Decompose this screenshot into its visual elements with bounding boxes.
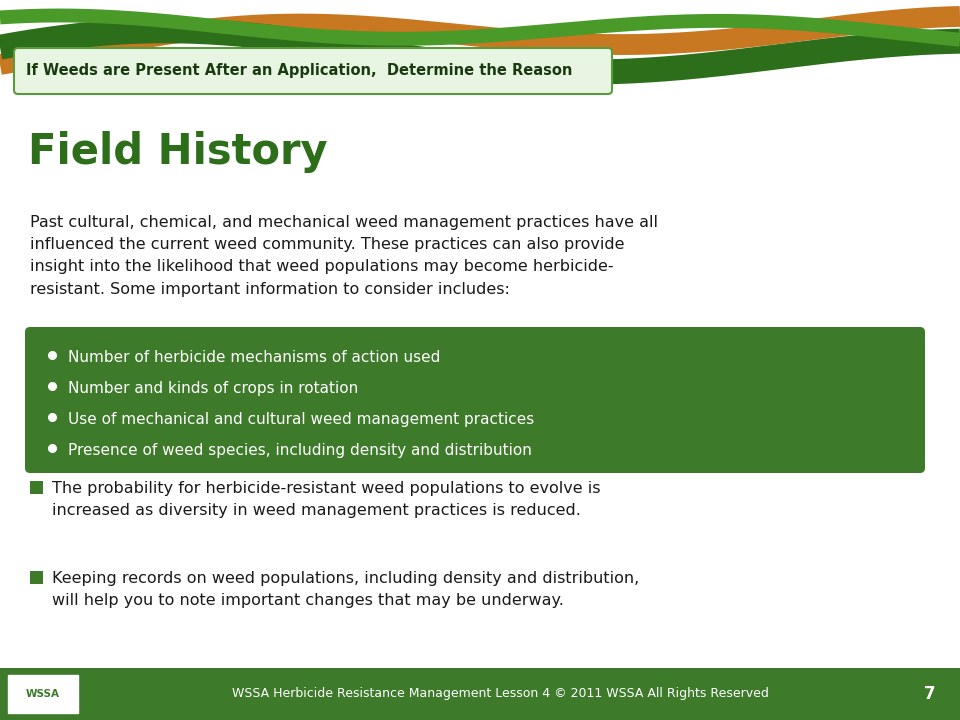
Text: 7: 7 — [924, 685, 936, 703]
Text: Field History: Field History — [28, 131, 327, 173]
Text: Number of herbicide mechanisms of action used: Number of herbicide mechanisms of action… — [68, 350, 441, 365]
FancyBboxPatch shape — [8, 675, 78, 713]
Text: Past cultural, chemical, and mechanical weed management practices have all
influ: Past cultural, chemical, and mechanical … — [30, 215, 658, 297]
Text: Use of mechanical and cultural weed management practices: Use of mechanical and cultural weed mana… — [68, 412, 535, 427]
Text: Keeping records on weed populations, including density and distribution,
will he: Keeping records on weed populations, inc… — [52, 571, 639, 608]
FancyBboxPatch shape — [14, 48, 612, 94]
FancyBboxPatch shape — [30, 481, 43, 494]
FancyBboxPatch shape — [30, 571, 43, 584]
Text: Presence of weed species, including density and distribution: Presence of weed species, including dens… — [68, 443, 532, 458]
Text: WSSA: WSSA — [26, 689, 60, 699]
Text: If Weeds are Present After an Application,  Determine the Reason: If Weeds are Present After an Applicatio… — [26, 63, 572, 78]
Text: Number and kinds of crops in rotation: Number and kinds of crops in rotation — [68, 381, 358, 396]
FancyBboxPatch shape — [0, 668, 960, 720]
Text: The probability for herbicide-resistant weed populations to evolve is
increased : The probability for herbicide-resistant … — [52, 481, 601, 518]
Text: WSSA Herbicide Resistance Management Lesson 4 © 2011 WSSA All Rights Reserved: WSSA Herbicide Resistance Management Les… — [231, 688, 768, 701]
FancyBboxPatch shape — [25, 327, 925, 473]
